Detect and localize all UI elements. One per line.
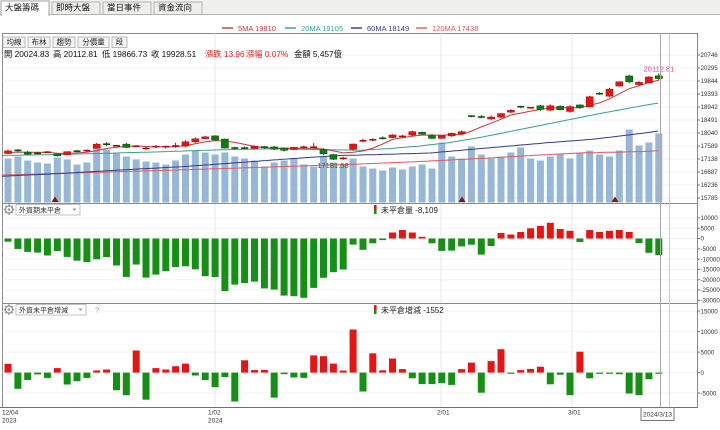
svg-text:外資未平倉增減: 外資未平倉增減 [19, 306, 68, 315]
svg-text:-15000: -15000 [701, 267, 720, 274]
svg-text:20MA 19105: 20MA 19105 [301, 24, 343, 33]
svg-text:均線: 均線 [7, 37, 22, 47]
svg-text:16236: 16236 [701, 182, 719, 189]
svg-text:未平倉量 -8,109: 未平倉量 -8,109 [381, 205, 438, 215]
svg-text:19844: 19844 [701, 78, 719, 85]
svg-text:-30000: -30000 [701, 298, 720, 305]
svg-text:12/04: 12/04 [2, 410, 19, 417]
svg-text:趨勢: 趨勢 [57, 37, 72, 47]
svg-text:分價量: 分價量 [82, 38, 105, 47]
svg-text:段: 段 [116, 37, 124, 47]
svg-text:0: 0 [701, 370, 705, 377]
svg-text:5MA 19810: 5MA 19810 [238, 24, 276, 33]
svg-text:17181.58: 17181.58 [317, 161, 348, 170]
svg-text:-5000: -5000 [701, 390, 717, 397]
svg-text:19393: 19393 [701, 91, 719, 98]
svg-text:-20000: -20000 [701, 277, 720, 284]
svg-text:大盤籌碼: 大盤籌碼 [5, 3, 40, 13]
svg-text:20746: 20746 [701, 52, 719, 59]
svg-text:2024/3/13: 2024/3/13 [643, 412, 672, 419]
svg-text:2/01: 2/01 [437, 410, 450, 417]
svg-text:當日事件: 當日事件 [107, 3, 142, 13]
svg-text:17589: 17589 [701, 143, 719, 150]
svg-text:17138: 17138 [701, 156, 719, 163]
svg-text:-25000: -25000 [701, 287, 720, 294]
svg-text:資金流向: 資金流向 [158, 3, 192, 13]
svg-text:20295: 20295 [701, 65, 719, 72]
svg-text:布林: 布林 [32, 37, 47, 47]
svg-text:外資期未平倉: 外資期未平倉 [19, 206, 61, 215]
svg-text:1/02: 1/02 [208, 410, 221, 417]
svg-text:-5000: -5000 [701, 246, 717, 253]
svg-text:18040: 18040 [701, 130, 719, 137]
svg-text:60MA 18149: 60MA 18149 [367, 24, 409, 33]
svg-text:-10000: -10000 [701, 256, 720, 263]
svg-text:2023: 2023 [2, 418, 17, 425]
svg-text:5000: 5000 [701, 349, 715, 356]
svg-text:開 20024.83: 開 20024.83 [4, 49, 50, 59]
svg-text:15000: 15000 [701, 308, 719, 315]
svg-text:5000: 5000 [701, 225, 715, 232]
svg-text:?: ? [95, 306, 99, 315]
svg-text:金額 5,457億: 金額 5,457億 [294, 49, 343, 59]
svg-text:漲跌 13.96: 漲跌 13.96 [205, 49, 245, 59]
svg-text:高 20112.81: 高 20112.81 [53, 49, 98, 59]
svg-text:漲幅 0.07%: 漲幅 0.07% [246, 49, 289, 59]
svg-text:2024: 2024 [208, 418, 223, 425]
svg-text:15785: 15785 [701, 195, 719, 202]
svg-text:0: 0 [701, 236, 705, 243]
svg-text:低 19866.73: 低 19866.73 [102, 49, 148, 59]
svg-text:10000: 10000 [701, 329, 719, 336]
svg-text:3/01: 3/01 [568, 410, 581, 417]
svg-text:16687: 16687 [701, 169, 719, 176]
svg-text:即時大盤: 即時大盤 [56, 3, 91, 13]
svg-text:18942: 18942 [701, 104, 719, 111]
svg-text:收 19928.51: 收 19928.51 [151, 49, 197, 59]
svg-text:120MA 17438: 120MA 17438 [432, 24, 478, 33]
svg-text:未平倉增減 -1552: 未平倉增減 -1552 [381, 305, 444, 315]
svg-text:18491: 18491 [701, 117, 719, 124]
svg-text:10000: 10000 [701, 215, 719, 222]
